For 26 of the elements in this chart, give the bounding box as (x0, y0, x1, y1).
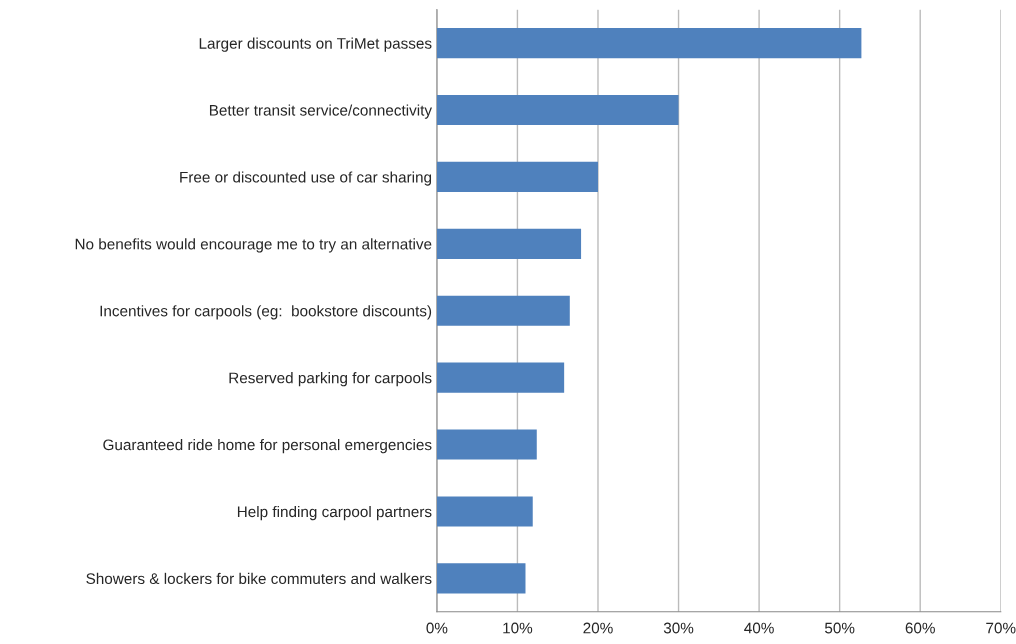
x-tick-label: 60% (905, 622, 935, 634)
y-tick-label: Showers & lockers for bike commuters and walkers (86, 572, 432, 585)
bar (436, 161, 598, 192)
bar (436, 563, 526, 594)
y-tick-label: Better transit service/connectivity (209, 104, 432, 119)
y-tick-label: Help finding carpool partners (237, 505, 432, 521)
y-tick-label: Guaranteed ride home for personal emergencies (103, 439, 432, 454)
bar (436, 362, 565, 393)
bar (436, 28, 862, 59)
x-tick-label: 40% (744, 622, 774, 634)
bar (436, 429, 537, 460)
bar (436, 94, 679, 126)
y-tick-label: Free or discounted use of car sharing (180, 171, 432, 186)
bar (436, 496, 533, 527)
x-tick-label: 70% (986, 622, 1016, 634)
x-tick-label: 0% (426, 622, 448, 634)
y-tick-label: Reserved parking for carpools (229, 372, 432, 387)
x-tick-label: 20% (583, 622, 613, 634)
x-tick-label: 30% (663, 622, 694, 634)
bar (436, 228, 582, 259)
x-tick-label: 10% (503, 622, 533, 634)
y-tick-label: Larger discounts on TriMet passes (199, 37, 432, 52)
y-tick-label: No benefits would encourage me to try an alternative (75, 238, 432, 253)
bar (436, 295, 570, 326)
x-tick-label: 50% (824, 622, 855, 634)
y-tick-label: Incentives for carpools (eg: bookstore discounts) (100, 305, 432, 320)
